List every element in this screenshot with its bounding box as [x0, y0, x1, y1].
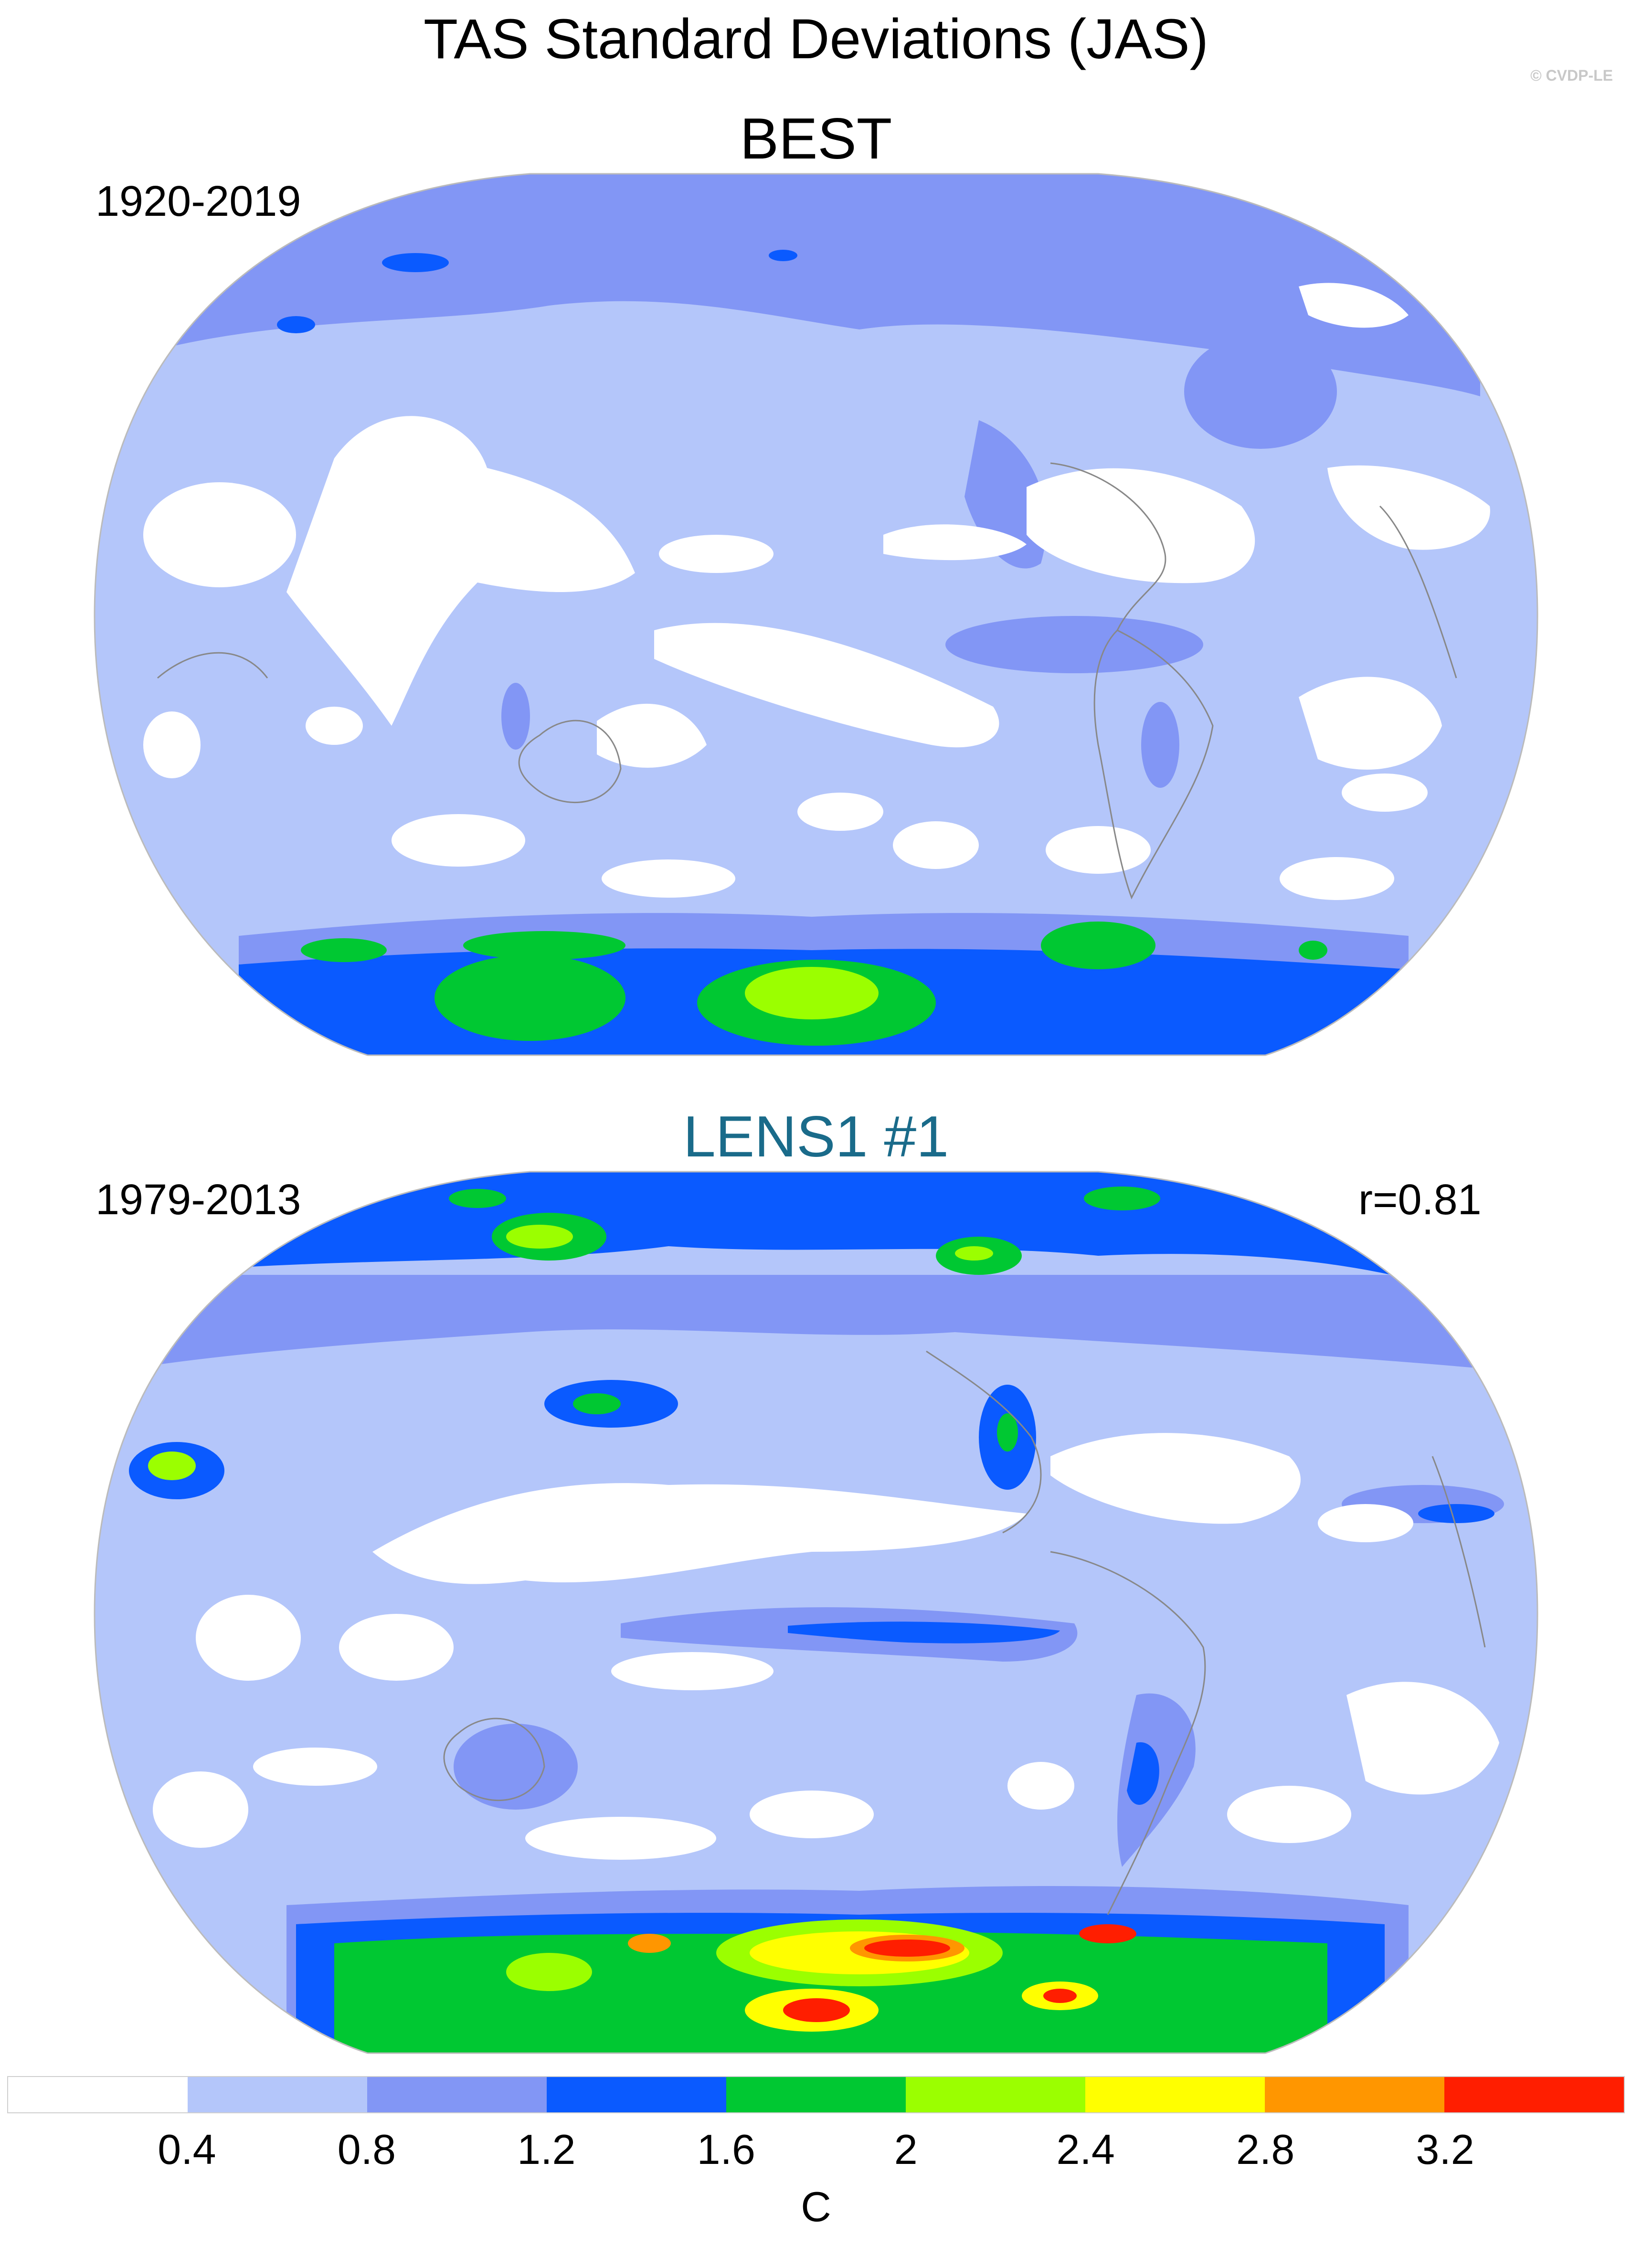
colorbar-tick-label: 1.6	[697, 2126, 755, 2173]
map-model	[94, 1171, 1538, 2054]
panel-period-observations: 1920-2019	[95, 178, 301, 225]
map-observations-coastlines	[157, 462, 1457, 900]
colorbar-tick-label: 0.4	[158, 2126, 216, 2173]
colorbar-box-0	[8, 2077, 188, 2112]
map-model-border	[94, 1171, 1538, 2054]
colorbar-tick-label: 2.8	[1236, 2126, 1295, 2173]
colorbar-tick-label: 0.8	[337, 2126, 396, 2173]
colorbar-tick-label: 2	[894, 2126, 918, 2173]
colorbar-box-1	[188, 2077, 367, 2112]
figure-title: TAS Standard Deviations (JAS)	[424, 8, 1208, 71]
colorbar-box-8	[1444, 2077, 1624, 2112]
colorbar-box-3	[547, 2077, 726, 2112]
colorbar-box-2	[367, 2077, 547, 2112]
colorbar	[7, 2076, 1625, 2113]
map-model-coastlines	[443, 1350, 1486, 1915]
map-observations	[94, 173, 1538, 1056]
colorbar-box-7	[1265, 2077, 1444, 2112]
colorbar-tick-label: 2.4	[1056, 2126, 1115, 2173]
panel-correlation: r=0.81	[1358, 1176, 1482, 1224]
colorbar-box-5	[906, 2077, 1085, 2112]
panel-period-model: 1979-2013	[95, 1176, 301, 1224]
map-observations-border	[94, 173, 1538, 1056]
colorbar-box-4	[726, 2077, 906, 2112]
colorbar-tick-label: 3.2	[1416, 2126, 1474, 2173]
map-observations-field	[95, 174, 1537, 1055]
panel-title-observations: BEST	[740, 106, 892, 171]
panel-title-model: LENS1 #1	[683, 1104, 949, 1169]
credit-watermark: © CVDP-LE	[1530, 67, 1613, 84]
colorbar-unit: C	[801, 2183, 831, 2230]
colorbar-tick-label: 1.2	[517, 2126, 576, 2173]
map-model-field	[95, 1172, 1537, 2053]
colorbar-box-6	[1085, 2077, 1265, 2112]
